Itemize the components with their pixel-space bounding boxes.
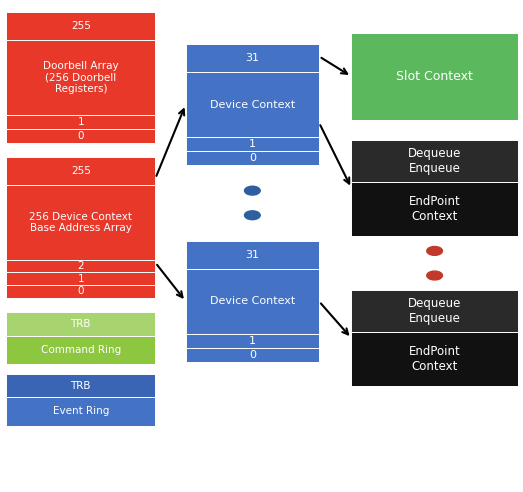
Text: 256 Device Context
Base Address Array: 256 Device Context Base Address Array [29, 212, 132, 233]
Bar [6, 397, 155, 426]
Bar [351, 33, 518, 120]
Text: 255: 255 [71, 166, 91, 177]
Bar [351, 333, 518, 386]
Bar [6, 157, 155, 185]
Text: 0: 0 [77, 286, 84, 296]
Text: 1: 1 [249, 336, 256, 346]
Text: 255: 255 [71, 21, 91, 31]
Ellipse shape [244, 186, 260, 195]
Bar [6, 129, 155, 143]
Text: Slot Context: Slot Context [396, 70, 473, 83]
Ellipse shape [244, 211, 260, 219]
Bar [6, 273, 155, 285]
Bar [186, 241, 319, 269]
Ellipse shape [427, 246, 442, 255]
Bar [186, 72, 319, 137]
Bar [351, 140, 518, 183]
Bar [186, 137, 319, 151]
Bar [186, 348, 319, 362]
Bar [6, 260, 155, 273]
Text: 2: 2 [77, 261, 84, 271]
Bar [351, 290, 518, 333]
Bar [6, 312, 155, 336]
Bar [186, 44, 319, 72]
Text: Device Context: Device Context [210, 296, 295, 307]
Bar [6, 40, 155, 115]
Text: Device Context: Device Context [210, 99, 295, 110]
Bar [186, 151, 319, 165]
Text: Command Ring: Command Ring [41, 345, 121, 355]
Bar [351, 183, 518, 236]
Text: Dequeue
Enqueue: Dequeue Enqueue [408, 297, 461, 325]
Text: 1: 1 [77, 117, 84, 127]
Ellipse shape [427, 271, 442, 280]
Text: 0: 0 [77, 131, 84, 141]
Text: Event Ring: Event Ring [53, 406, 109, 416]
Bar [6, 285, 155, 298]
Text: Doorbell Array
(256 Doorbell
Registers): Doorbell Array (256 Doorbell Registers) [43, 61, 119, 94]
Bar [6, 336, 155, 364]
Text: 1: 1 [77, 274, 84, 284]
Bar [6, 374, 155, 397]
Text: 0: 0 [249, 153, 256, 163]
Text: 0: 0 [249, 350, 256, 360]
Bar [186, 334, 319, 348]
Text: TRB: TRB [71, 380, 91, 391]
Bar [186, 269, 319, 334]
Text: TRB: TRB [71, 319, 91, 329]
Text: 31: 31 [245, 53, 259, 63]
Text: 1: 1 [249, 139, 256, 149]
Text: Dequeue
Enqueue: Dequeue Enqueue [408, 147, 461, 175]
Text: EndPoint
Context: EndPoint Context [409, 345, 460, 373]
Text: EndPoint
Context: EndPoint Context [409, 195, 460, 223]
Bar [6, 12, 155, 40]
Text: 31: 31 [245, 250, 259, 260]
Bar [6, 115, 155, 129]
Bar [6, 185, 155, 260]
